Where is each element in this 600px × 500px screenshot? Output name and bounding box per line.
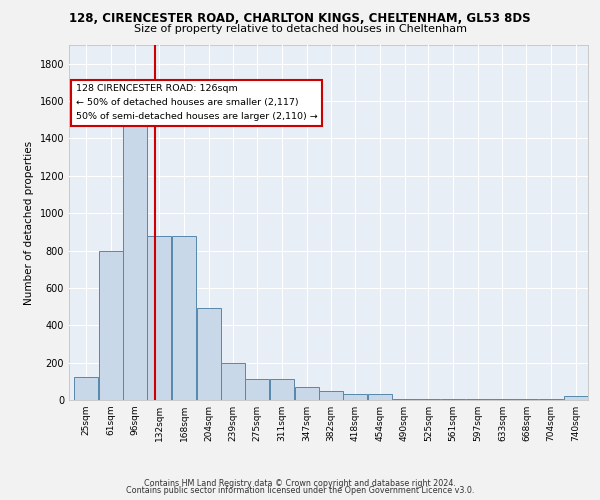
Y-axis label: Number of detached properties: Number of detached properties <box>24 140 34 304</box>
Bar <box>368 394 392 400</box>
Bar <box>172 236 196 400</box>
Bar <box>343 394 367 400</box>
Text: 128, CIRENCESTER ROAD, CHARLTON KINGS, CHELTENHAM, GL53 8DS: 128, CIRENCESTER ROAD, CHARLTON KINGS, C… <box>69 12 531 26</box>
Bar <box>74 376 98 400</box>
Bar <box>539 399 563 400</box>
Bar <box>514 399 538 400</box>
Text: Contains HM Land Registry data © Crown copyright and database right 2024.: Contains HM Land Registry data © Crown c… <box>144 478 456 488</box>
Text: Size of property relative to detached houses in Cheltenham: Size of property relative to detached ho… <box>133 24 467 34</box>
Bar <box>416 399 440 400</box>
Bar <box>245 380 269 400</box>
Bar <box>295 387 319 400</box>
Bar <box>392 399 416 400</box>
Bar <box>148 236 172 400</box>
Text: Contains public sector information licensed under the Open Government Licence v3: Contains public sector information licen… <box>126 486 474 495</box>
Bar <box>99 250 123 400</box>
Bar <box>123 120 147 400</box>
Bar <box>441 399 465 400</box>
Text: 128 CIRENCESTER ROAD: 126sqm
← 50% of detached houses are smaller (2,117)
50% of: 128 CIRENCESTER ROAD: 126sqm ← 50% of de… <box>76 84 317 121</box>
Bar <box>319 390 343 400</box>
Bar <box>270 380 294 400</box>
Bar <box>466 399 490 400</box>
Bar <box>490 399 514 400</box>
Bar <box>563 396 587 400</box>
Bar <box>221 362 245 400</box>
Bar <box>197 308 221 400</box>
